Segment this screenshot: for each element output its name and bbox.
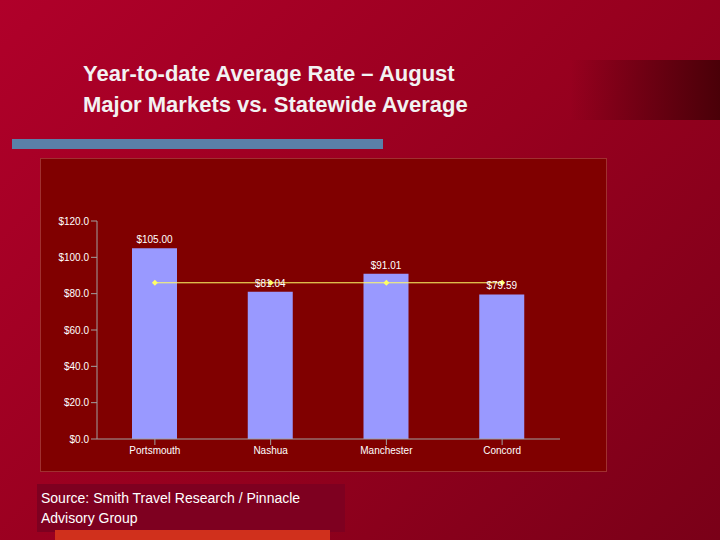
svg-text:$105.00: $105.00 bbox=[136, 234, 173, 245]
svg-text:$20.0: $20.0 bbox=[64, 397, 89, 408]
svg-text:$120.0: $120.0 bbox=[58, 216, 89, 227]
svg-text:$81.04: $81.04 bbox=[255, 278, 286, 289]
svg-text:Manchester: Manchester bbox=[360, 445, 413, 456]
html-text:Source: Smith Travel Research: Source: Smith Travel Research / Pinnacle… bbox=[41, 490, 301, 526]
svg-text:$0.0: $0.0 bbox=[70, 434, 90, 445]
svg-text:Portsmouth: Portsmouth bbox=[129, 445, 180, 456]
svg-text:$91.01: $91.01 bbox=[371, 260, 402, 271]
svg-text:Concord: Concord bbox=[483, 445, 521, 456]
svg-text:$40.0: $40.0 bbox=[64, 361, 89, 372]
html-text:Major Markets vs. Statewide Av: Major Markets vs. Statewide Average bbox=[83, 92, 468, 117]
svg-text:$100.0: $100.0 bbox=[58, 252, 89, 263]
html-text:Year-to-date Average Rate – Au: Year-to-date Average Rate – August bbox=[83, 61, 455, 86]
svg-text:$80.0: $80.0 bbox=[64, 288, 89, 299]
svg-text:$79.59: $79.59 bbox=[486, 280, 517, 291]
svg-text:$60.0: $60.0 bbox=[64, 325, 89, 336]
svg-text:Nashua: Nashua bbox=[253, 445, 288, 456]
